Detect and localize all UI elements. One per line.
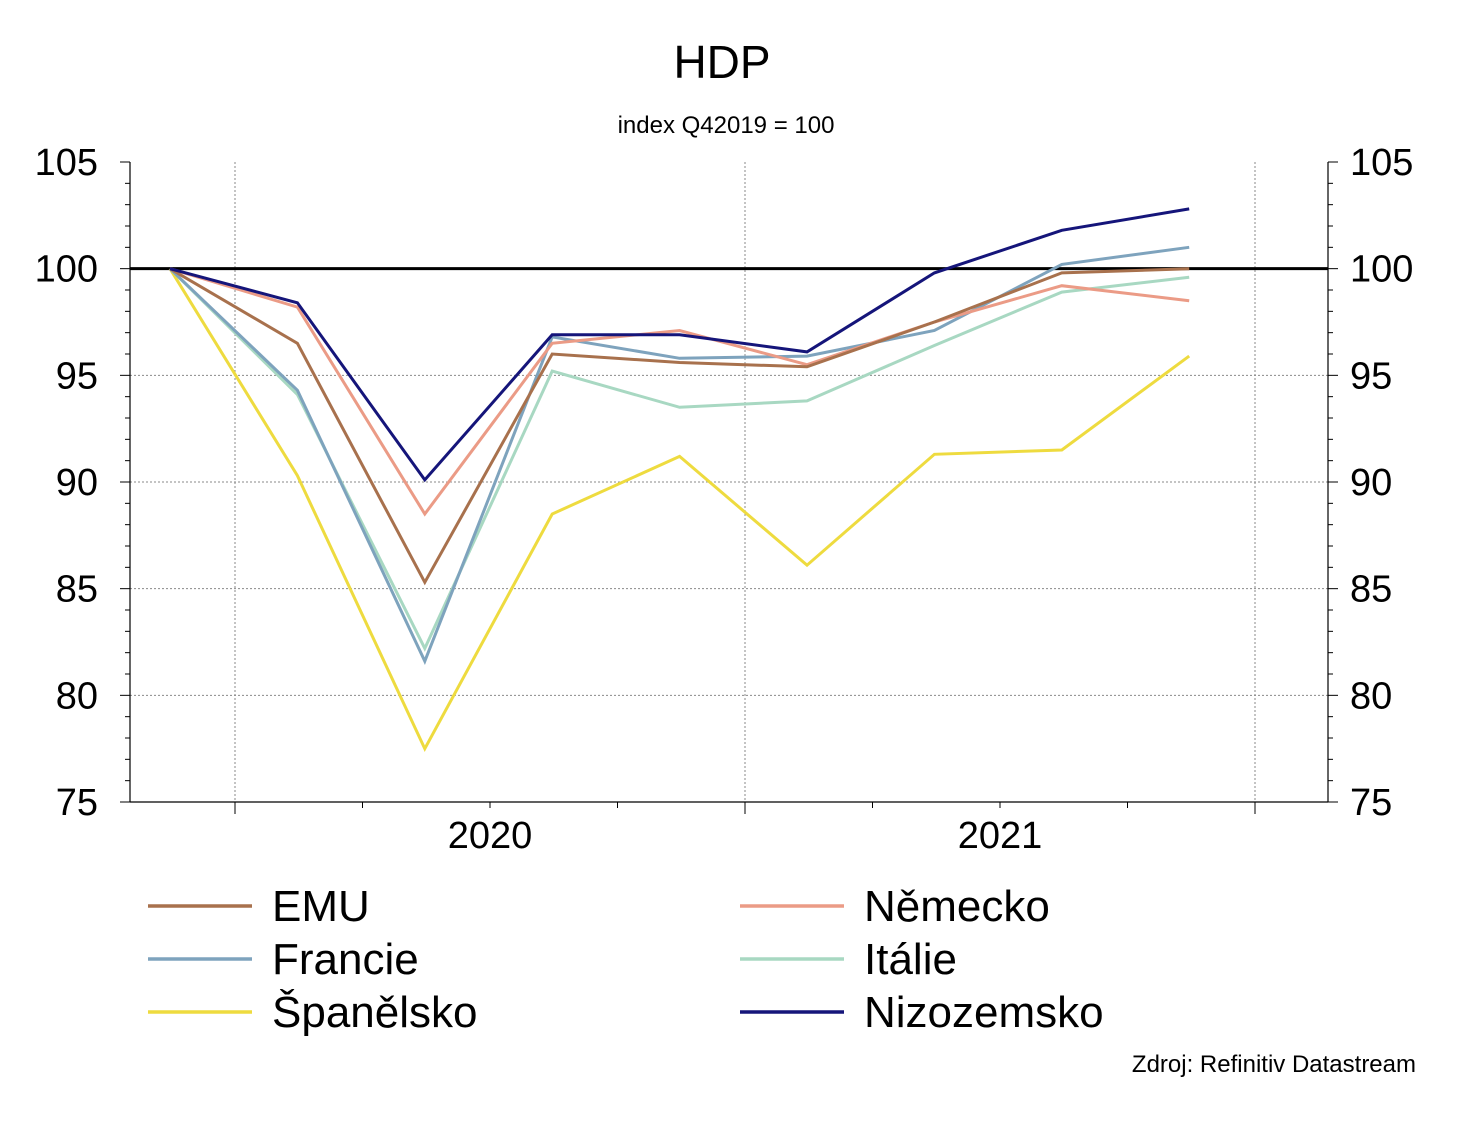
- y-tick-label-right: 95: [1350, 355, 1392, 397]
- x-tick-label: 2020: [448, 815, 533, 857]
- chart-title: HDP: [673, 36, 770, 88]
- y-axis-right: 75 80 85 90 95 100 105: [1350, 142, 1413, 824]
- series-line-nemecko: [169, 267, 1190, 517]
- x-axis: 2020 2021: [448, 815, 1043, 857]
- series-line-emu: [169, 267, 1190, 586]
- series-lines: [130, 207, 1328, 753]
- legend-label-nizozemsko: Nizozemsko: [864, 988, 1104, 1037]
- y-tick-label-left: 85: [56, 569, 98, 611]
- source-note: Zdroj: Refinitiv Datastream: [1132, 1051, 1416, 1078]
- y-tick-label-left: 90: [56, 462, 98, 504]
- series-line-francie: [168, 245, 1190, 665]
- y-tick-label-left: 80: [56, 675, 98, 717]
- legend-label-nemecko: Německo: [864, 882, 1050, 931]
- series-line-italie: [168, 267, 1190, 652]
- y-tick-label-right: 100: [1350, 249, 1413, 291]
- y-tick-label-left: 95: [56, 355, 98, 397]
- y-tick-label-right: 105: [1350, 142, 1413, 184]
- x-tick-label: 2021: [958, 815, 1043, 857]
- legend-label-emu: EMU: [272, 882, 370, 931]
- y-tick-label-right: 80: [1350, 675, 1392, 717]
- legend: EMU Německo Francie Itálie Španělsko Nizozems…: [148, 882, 1104, 1037]
- y-tick-label-left: 105: [35, 142, 98, 184]
- legend-label-italie: Itálie: [864, 935, 957, 984]
- series-line-spanelsko: [168, 267, 1191, 753]
- series-line-nizozemsko: [169, 207, 1190, 483]
- legend-label-francie: Francie: [272, 935, 419, 984]
- gridlines: [130, 162, 1328, 802]
- y-tick-label-right: 85: [1350, 569, 1392, 611]
- y-axis-left: 75 80 85 90 95 100 105: [35, 142, 98, 824]
- y-tick-label-right: 90: [1350, 462, 1392, 504]
- y-tick-label-left: 100: [35, 249, 98, 291]
- chart-subtitle: index Q42019 = 100: [618, 112, 835, 139]
- legend-label-spanelsko: Španělsko: [272, 987, 477, 1037]
- y-tick-label-right: 75: [1350, 782, 1392, 824]
- y-tick-label-left: 75: [56, 782, 98, 824]
